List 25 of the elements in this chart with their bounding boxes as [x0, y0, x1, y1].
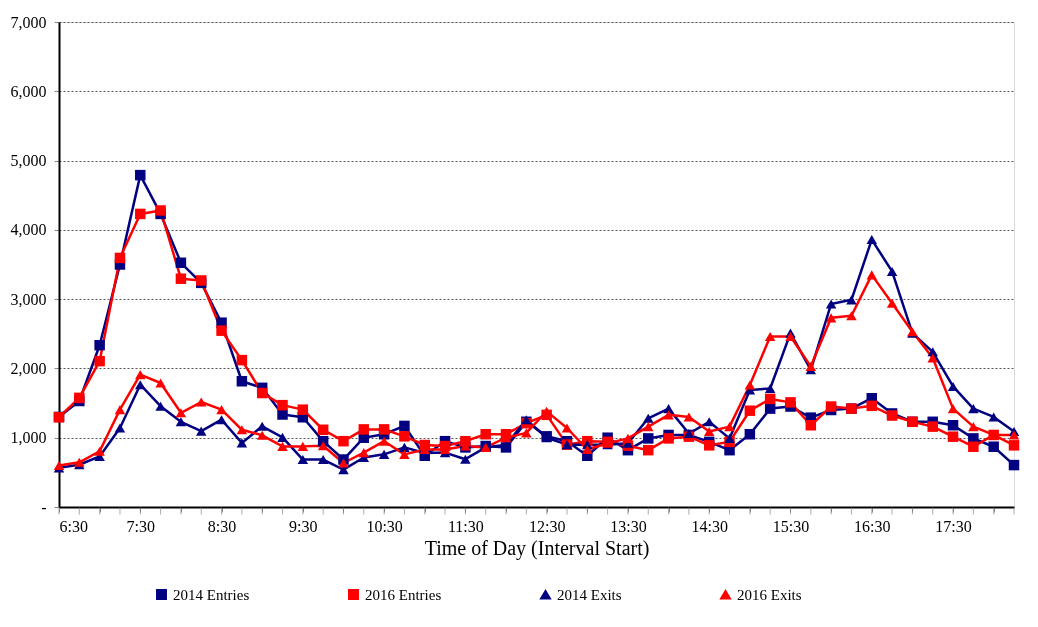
x-tick-label: 7:30: [126, 517, 155, 535]
x-tick-label: 14:30: [691, 517, 728, 535]
y-tick-label: -: [41, 498, 47, 516]
legend-label: 2016 Entries: [365, 586, 442, 603]
y-tick-label: 6,000: [10, 82, 47, 100]
x-tick-label: 12:30: [528, 517, 566, 535]
y-tick-label: 4,000: [10, 221, 47, 239]
x-tick-label: 11:30: [447, 517, 484, 535]
y-tick-label: 7,000: [10, 13, 47, 31]
legend-label: 2016 Exits: [737, 586, 802, 603]
x-tick-label: 6:30: [59, 517, 88, 535]
y-tick-label: 3,000: [10, 290, 47, 308]
legend-label: 2014 Exits: [557, 586, 622, 603]
x-tick-label: 15:30: [772, 517, 810, 535]
legend-label: 2014 Entries: [173, 586, 250, 603]
x-tick-label: 9:30: [289, 517, 318, 535]
y-tick-label: 5,000: [10, 152, 47, 170]
x-tick-label: 17:30: [935, 517, 972, 535]
x-axis-title: Time of Day (Interval Start): [424, 536, 650, 560]
x-tick-label: 13:30: [610, 517, 647, 535]
y-tick-label: 2,000: [10, 359, 47, 377]
x-tick-label: 16:30: [854, 517, 891, 535]
y-tick-label: 1,000: [10, 429, 47, 447]
x-tick-label: 8:30: [207, 517, 237, 535]
x-tick-label: 10:30: [366, 517, 403, 535]
